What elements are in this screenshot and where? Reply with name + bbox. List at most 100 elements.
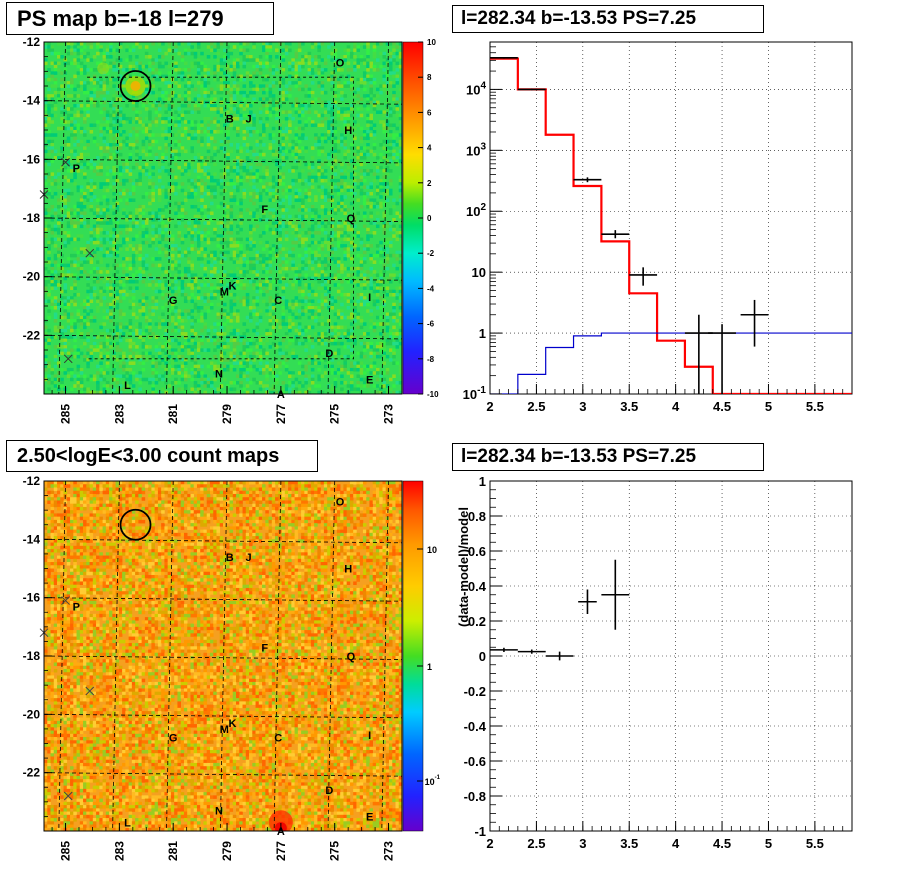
map-pixel: [89, 90, 94, 95]
map-pixel: [125, 188, 129, 193]
map-pixel: [122, 68, 126, 72]
map-pixel: [76, 348, 81, 352]
map-pixel: [180, 276, 185, 281]
map-pixel: [177, 113, 181, 118]
map-pixel: [343, 146, 347, 150]
map-pixel: [359, 263, 364, 268]
map-pixel: [141, 345, 146, 349]
map-pixel: [349, 103, 354, 108]
map-pixel: [115, 341, 120, 346]
map-pixel: [76, 354, 81, 359]
map-pixel: [242, 120, 247, 124]
map-pixel: [167, 234, 172, 238]
map-pixel: [213, 237, 217, 242]
map-pixel: [271, 110, 276, 114]
map-pixel: [89, 123, 94, 128]
map-pixel: [268, 227, 273, 232]
map-pixel: [340, 208, 344, 212]
map-pixel: [242, 270, 247, 274]
map-pixel: [131, 107, 136, 111]
map-pixel: [349, 247, 354, 251]
map-pixel: [304, 84, 308, 88]
map-pixel: [63, 306, 68, 310]
map-pixel: [242, 178, 247, 183]
map-pixel: [340, 234, 344, 238]
map-pixel: [206, 146, 211, 150]
map-pixel: [369, 276, 373, 281]
map-pixel: [70, 211, 74, 216]
map-pixel: [138, 231, 142, 235]
map-pixel: [229, 387, 234, 392]
map-pixel: [265, 384, 269, 388]
map-pixel: [330, 77, 334, 82]
map-pixel: [170, 380, 175, 385]
map-pixel: [356, 198, 360, 202]
map-pixel: [70, 191, 74, 196]
map-pixel: [70, 260, 74, 264]
map-pixel: [265, 87, 269, 92]
map-pixel: [57, 204, 61, 209]
map-pixel: [151, 191, 155, 196]
map-pixel: [73, 103, 77, 108]
map-pixel: [203, 380, 208, 385]
map-pixel: [174, 133, 178, 137]
map-pixel: [229, 358, 234, 362]
map-pixel: [219, 250, 224, 255]
map-pixel: [275, 71, 279, 75]
map-pixel: [297, 224, 302, 229]
map-pixel: [157, 325, 162, 330]
map-pixel: [44, 58, 48, 62]
map-pixel: [76, 51, 81, 56]
map-pixel: [70, 123, 74, 128]
map-pixel: [307, 358, 312, 362]
map-pixel: [183, 377, 188, 382]
map-pixel: [369, 364, 373, 369]
map-pixel: [353, 64, 357, 69]
map-pixel: [109, 237, 113, 242]
map-pixel: [294, 234, 299, 238]
map-pixel: [70, 315, 74, 320]
map-pixel: [44, 227, 48, 232]
map-pixel: [275, 364, 279, 369]
map-pixel: [96, 348, 100, 352]
map-pixel: [44, 211, 48, 216]
map-pixel: [239, 74, 243, 79]
map-pixel: [174, 338, 178, 343]
map-pixel: [239, 247, 243, 251]
map-pixel: [73, 48, 77, 53]
map-pixel: [242, 374, 247, 378]
map-pixel: [291, 351, 295, 356]
map-pixel: [148, 332, 152, 336]
map-pixel: [343, 195, 347, 199]
map-pixel: [262, 175, 266, 180]
map-pixel: [362, 273, 367, 277]
map-pixel: [157, 178, 162, 183]
map-pixel: [245, 270, 250, 274]
map-pixel: [105, 250, 110, 255]
map-pixel: [60, 351, 64, 356]
map-pixel: [359, 107, 364, 111]
map-pixel: [268, 136, 273, 141]
map-pixel: [60, 94, 64, 98]
map-pixel: [375, 94, 380, 98]
map-pixel: [196, 354, 201, 359]
map-pixel: [174, 260, 178, 264]
map-pixel: [271, 195, 276, 199]
map-pixel: [223, 188, 227, 193]
map-pixel: [44, 354, 48, 359]
map-pixel: [105, 55, 110, 59]
map-pixel: [271, 97, 276, 101]
map-pixel: [79, 263, 84, 268]
map-pixel: [167, 351, 172, 356]
map-pixel: [336, 139, 341, 144]
map-pixel: [249, 81, 253, 85]
map-pixel: [73, 224, 77, 229]
map-pixel: [239, 201, 243, 206]
map-pixel: [79, 377, 84, 382]
map-pixel: [252, 377, 256, 382]
map-pixel: [356, 315, 360, 320]
map-pixel: [323, 224, 328, 229]
map-pixel: [131, 351, 136, 356]
map-pixel: [128, 374, 133, 378]
map-pixel: [128, 244, 133, 248]
